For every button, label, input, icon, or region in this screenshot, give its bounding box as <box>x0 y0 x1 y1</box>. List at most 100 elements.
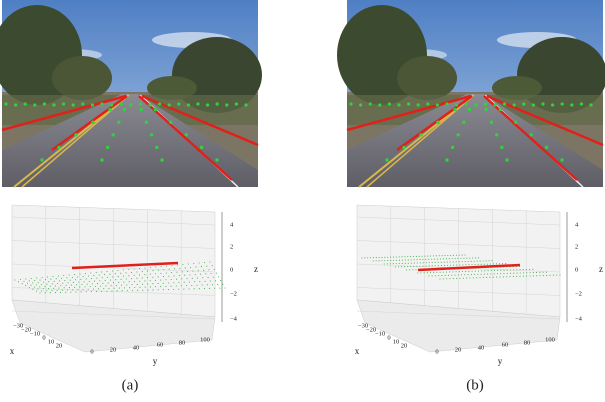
plane-point <box>36 291 37 292</box>
plane-point <box>195 274 196 275</box>
x-tick-label: −10 <box>30 330 40 337</box>
plane-point <box>36 284 37 285</box>
plane-point <box>134 275 135 276</box>
plane-point <box>150 286 151 287</box>
plane-point <box>411 259 412 260</box>
plane-point <box>463 258 464 259</box>
plane-point <box>447 265 448 266</box>
plane-point <box>417 262 418 263</box>
plane-point <box>91 291 92 292</box>
plane-point <box>139 268 140 269</box>
plane-point <box>71 285 72 286</box>
plane-point <box>463 278 464 279</box>
plane-point <box>171 286 172 287</box>
plane-point <box>494 273 495 274</box>
plane-point <box>128 269 129 270</box>
plane-point <box>469 258 470 259</box>
plane-point <box>556 275 557 276</box>
plane-point <box>455 258 456 259</box>
plane-point <box>438 265 439 266</box>
plane-point <box>432 275 433 276</box>
plane-point <box>128 275 129 276</box>
plane-point <box>70 292 71 293</box>
plane-point <box>399 263 400 264</box>
plane-point <box>468 271 469 272</box>
z-tick-label: 2 <box>575 243 578 250</box>
z-tick-label: −2 <box>230 290 237 297</box>
plane-point <box>121 279 122 280</box>
plane-point <box>384 257 385 258</box>
plane-point <box>142 284 143 285</box>
plane-point <box>176 272 177 273</box>
plane-point <box>65 292 66 293</box>
plane-point <box>181 278 182 279</box>
plane-point <box>64 287 65 288</box>
plane-point <box>107 277 108 278</box>
plane-point <box>478 264 479 265</box>
plane-point <box>134 287 135 288</box>
plane-point <box>205 273 206 274</box>
plane-point <box>188 288 189 289</box>
plane-point <box>210 281 211 282</box>
plane-point <box>486 260 487 261</box>
plane-point <box>188 263 189 264</box>
plane-point <box>107 271 108 272</box>
plane-point <box>444 255 445 256</box>
plane-point <box>86 291 87 292</box>
plane-point <box>393 257 394 258</box>
plane-point <box>99 275 100 276</box>
plane-point <box>73 282 74 283</box>
plane-point <box>406 269 407 270</box>
plane-point <box>484 264 485 265</box>
plane-point <box>32 282 33 283</box>
plane-point <box>199 288 200 289</box>
plane-point <box>114 288 115 289</box>
plane-point <box>439 255 440 256</box>
plane-point <box>462 271 463 272</box>
plane-point <box>506 276 507 277</box>
plane-point <box>142 271 143 272</box>
plane-point <box>106 291 107 292</box>
plane-point <box>203 270 204 271</box>
plane-point <box>83 281 84 282</box>
plane-point <box>45 292 46 293</box>
plane-point <box>484 274 485 275</box>
plane-point <box>208 277 209 278</box>
y-axis-label: y <box>498 356 503 366</box>
plane-point <box>190 267 191 268</box>
plane-point <box>98 288 99 289</box>
road-photo <box>337 0 605 187</box>
plane-point <box>182 264 183 265</box>
plane-point <box>193 263 194 264</box>
plane-point <box>184 282 185 283</box>
plane-point <box>367 257 368 258</box>
plane-point <box>42 277 43 278</box>
plane-point <box>195 267 196 268</box>
plane-point <box>216 273 217 274</box>
plane-point <box>22 283 23 284</box>
plane-point <box>513 276 514 277</box>
plane-point <box>183 289 184 290</box>
plane-point <box>117 270 118 271</box>
plane-point <box>61 278 62 279</box>
plane-point <box>471 274 472 275</box>
plane-point <box>472 257 473 258</box>
plane-point <box>150 267 151 268</box>
plane-point <box>437 259 438 260</box>
plane-point <box>407 266 408 267</box>
plane-point <box>92 283 93 284</box>
plane-point <box>121 285 122 286</box>
plane-point <box>396 263 397 264</box>
plane-point <box>390 263 391 264</box>
road-photo <box>0 0 262 187</box>
plane-point <box>185 267 186 268</box>
plane-point <box>454 275 455 276</box>
plane-point <box>460 258 461 259</box>
plane-point <box>147 271 148 272</box>
plane-point <box>102 283 103 284</box>
plane-point <box>503 273 504 274</box>
plane-point <box>54 281 55 282</box>
plane-point <box>519 276 520 277</box>
plane-point <box>209 261 210 262</box>
plane-point <box>160 286 161 287</box>
